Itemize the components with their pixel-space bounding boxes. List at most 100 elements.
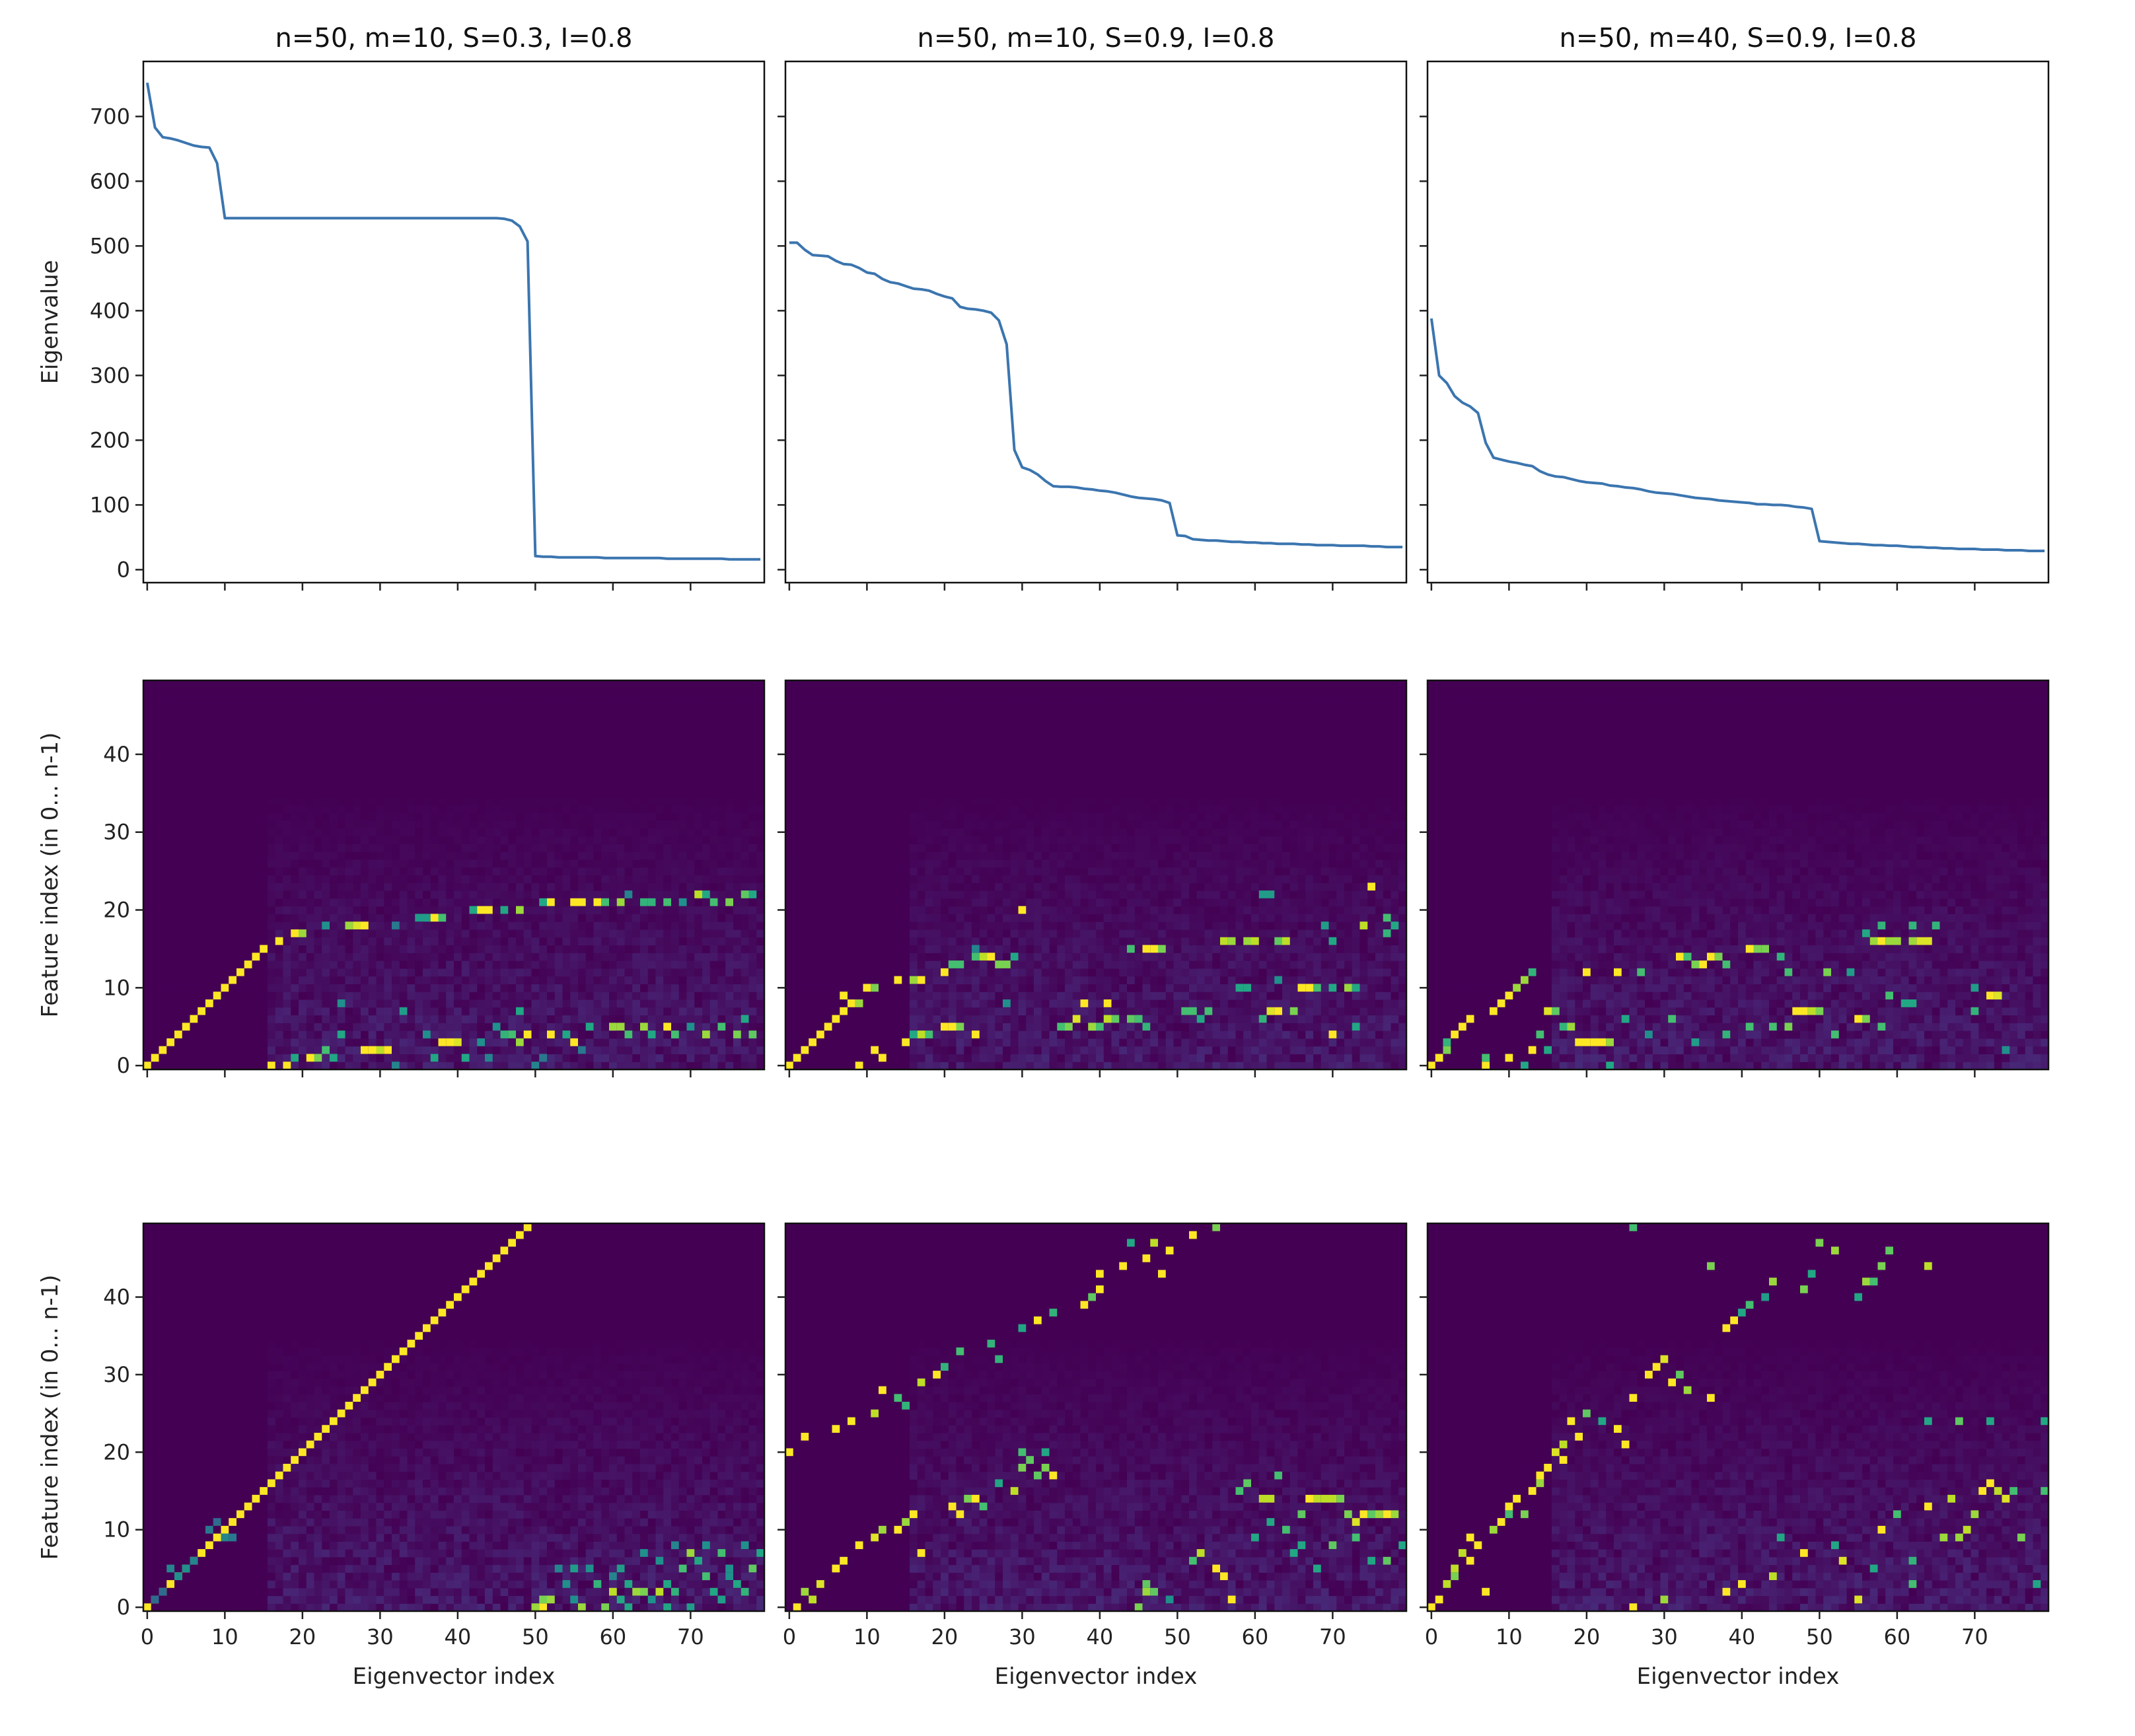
heatmap-cell	[809, 875, 817, 883]
heatmap-cell	[647, 766, 657, 774]
heatmap-cell	[407, 968, 416, 977]
heatmap-cell	[578, 929, 587, 938]
heatmap-cell	[268, 890, 276, 899]
heatmap-cell	[733, 805, 742, 813]
heatmap-cell	[539, 781, 548, 790]
heatmap-cell	[678, 976, 688, 985]
heatmap-cell	[361, 742, 369, 751]
heatmap-cell	[640, 750, 649, 759]
heatmap-cell	[609, 1007, 618, 1016]
heatmap-cell	[268, 976, 276, 985]
heatmap-cell	[244, 1054, 253, 1062]
heatmap-cell	[678, 820, 688, 829]
heatmap-cell	[415, 890, 423, 899]
heatmap-cell	[213, 781, 222, 790]
heatmap-cell	[585, 922, 595, 930]
heatmap-cell	[268, 1038, 276, 1047]
heatmap-cell	[748, 836, 757, 844]
heatmap-cell	[182, 1015, 191, 1023]
heatmap-cell	[221, 976, 229, 985]
heatmap-cell	[785, 945, 794, 953]
heatmap-cell	[686, 711, 695, 720]
heatmap-cell	[547, 1046, 556, 1055]
heatmap-cell	[547, 937, 556, 946]
heatmap-cell	[198, 898, 206, 907]
heatmap-cell	[816, 774, 825, 782]
heatmap-cell	[182, 836, 191, 844]
heatmap-cell	[609, 1054, 618, 1062]
heatmap-cell	[446, 883, 454, 891]
heatmap-cell	[508, 1023, 517, 1031]
heatmap-cell	[260, 953, 268, 961]
heatmap-cell	[624, 875, 633, 883]
heatmap-cell	[863, 945, 871, 953]
heatmap-cell	[423, 680, 431, 689]
heatmap-cell	[863, 914, 871, 922]
heatmap-cell	[547, 984, 556, 992]
heatmap-cell	[229, 758, 237, 767]
heatmap-cell	[229, 688, 237, 697]
heatmap-cell	[275, 914, 284, 922]
heatmap-cell	[151, 1007, 160, 1016]
heatmap-cell	[578, 766, 587, 774]
heatmap-cell	[840, 1015, 848, 1023]
heatmap-cell	[632, 851, 641, 860]
heatmap-cell	[694, 851, 703, 860]
heatmap-cell	[640, 890, 649, 899]
heatmap-cell	[601, 711, 610, 720]
heatmap-cell	[655, 797, 664, 806]
heatmap-cell	[166, 680, 175, 689]
heatmap-cell	[686, 960, 695, 969]
heatmap-cell	[809, 696, 817, 704]
heatmap-cell	[508, 766, 517, 774]
heatmap-cell	[809, 836, 817, 844]
heatmap-cell	[848, 1062, 856, 1070]
heatmap-cell	[314, 789, 322, 798]
heatmap-cell	[469, 688, 478, 697]
heatmap-cell	[725, 836, 734, 844]
heatmap-cell	[407, 680, 416, 689]
heatmap-cell-highlight	[353, 922, 361, 929]
heatmap-cell	[863, 719, 871, 728]
heatmap-cell	[430, 890, 439, 899]
heatmap-cell	[221, 1046, 229, 1055]
heatmap-cell	[578, 890, 587, 899]
heatmap-cell	[647, 976, 657, 985]
heatmap-cell	[816, 890, 825, 899]
heatmap-cell	[446, 953, 454, 961]
heatmap-cell	[809, 1023, 817, 1031]
heatmap-cell	[485, 859, 493, 868]
heatmap-cell	[252, 851, 260, 860]
heatmap-cell	[717, 696, 726, 704]
heatmap-cell	[694, 1038, 703, 1047]
heatmap-cell	[330, 781, 338, 790]
heatmap-cell	[306, 906, 315, 914]
heatmap-cell	[368, 820, 377, 829]
heatmap-cell	[407, 688, 416, 697]
heatmap-cell	[855, 781, 864, 790]
heatmap-cell	[663, 992, 672, 1000]
heatmap-cell	[159, 711, 167, 720]
heatmap-cell	[205, 867, 214, 876]
heatmap-cell	[809, 758, 817, 767]
heatmap-cell	[725, 953, 734, 961]
heatmap-cell	[236, 688, 245, 697]
heatmap-cell	[446, 1023, 454, 1031]
heatmap-cell	[632, 1007, 641, 1016]
heatmap-cell	[570, 851, 579, 860]
heatmap-cell	[863, 851, 871, 860]
heatmap-cell	[793, 797, 802, 806]
heatmap-cell	[213, 711, 222, 720]
heatmap-cell	[840, 1023, 848, 1031]
heatmap-cell	[694, 789, 703, 798]
heatmap-cell	[531, 735, 540, 743]
heatmap-cell	[477, 719, 486, 728]
heatmap-cell	[469, 929, 478, 938]
heatmap-cell	[547, 906, 556, 914]
heatmap-cell	[694, 696, 703, 704]
heatmap-cell	[793, 992, 802, 1000]
heatmap-cell	[801, 711, 809, 720]
heatmap-cell	[353, 1015, 361, 1023]
heatmap-cell	[260, 1023, 268, 1031]
heatmap-cell	[345, 867, 353, 876]
